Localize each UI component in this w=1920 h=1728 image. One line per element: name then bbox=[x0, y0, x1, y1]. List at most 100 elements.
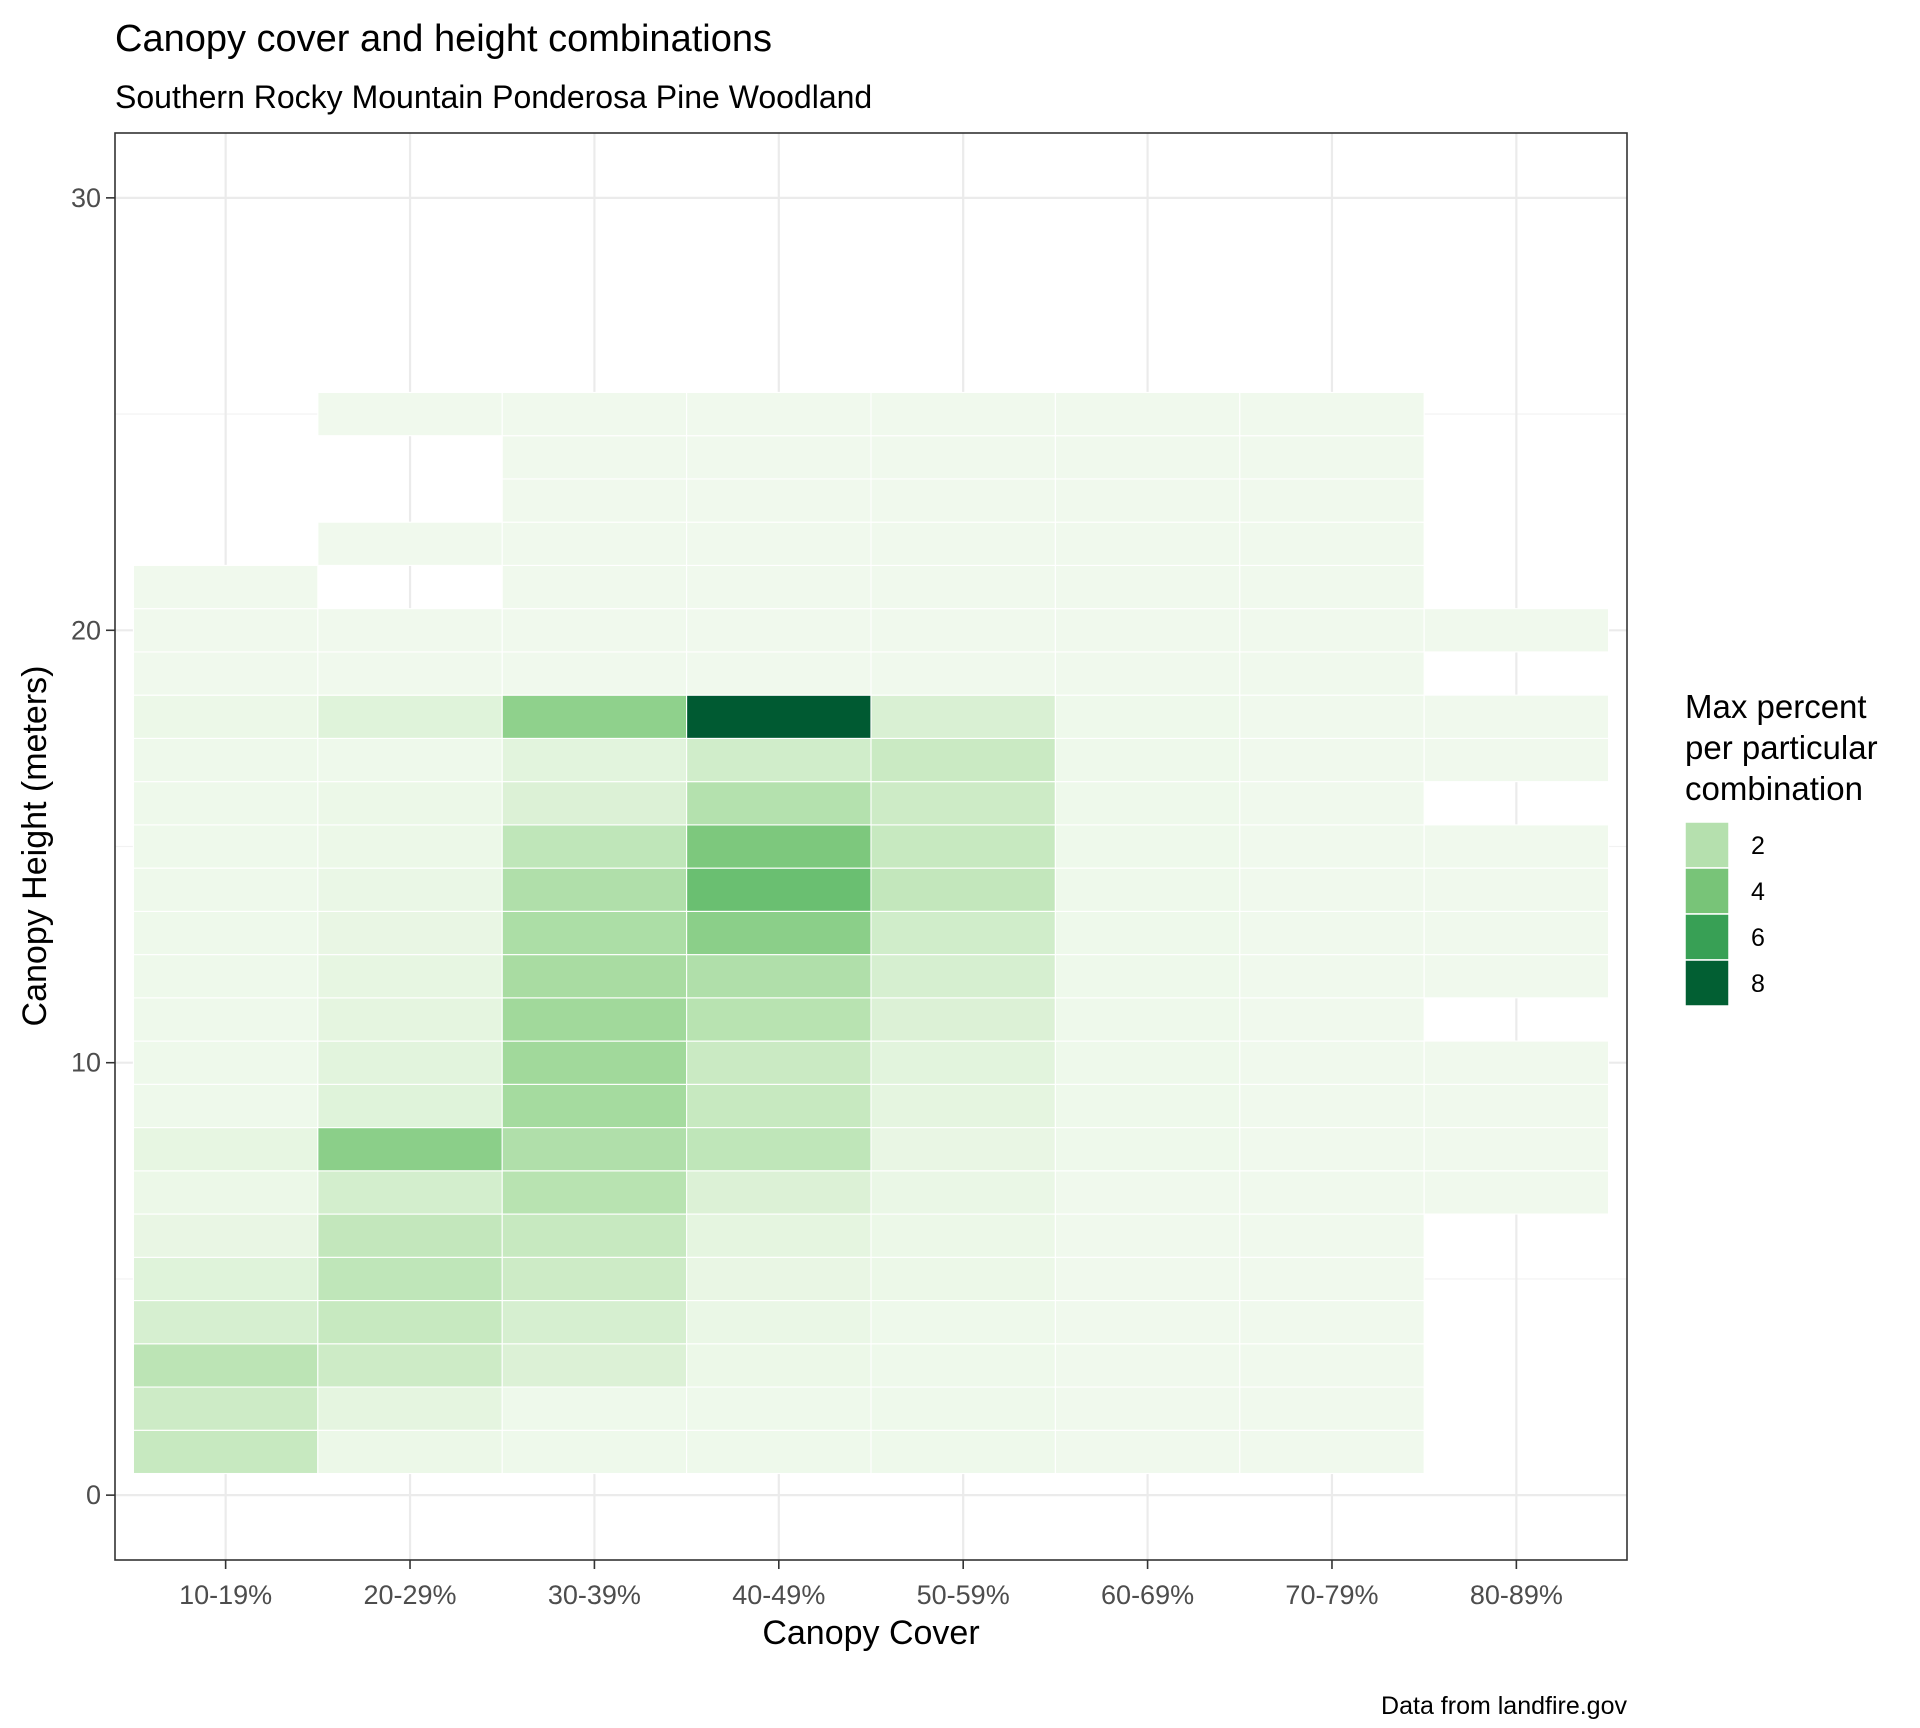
heatmap-tile bbox=[870, 1299, 1056, 1345]
y-axis-title: Canopy Height (meters) bbox=[16, 666, 54, 1027]
heatmap-tile bbox=[1054, 1299, 1241, 1345]
heatmap-tile bbox=[686, 997, 872, 1042]
heatmap-tile bbox=[1054, 781, 1241, 826]
heatmap-tile bbox=[870, 954, 1056, 999]
heatmap-tile bbox=[1423, 1083, 1610, 1129]
legend: Max percent per particular combination 2… bbox=[1684, 688, 1878, 1007]
heatmap-tile bbox=[317, 1083, 503, 1129]
heatmap-tile bbox=[1054, 435, 1241, 480]
heatmap-tile bbox=[686, 1213, 872, 1258]
heatmap-tile bbox=[870, 737, 1056, 783]
heatmap-tile bbox=[501, 1170, 688, 1215]
heatmap-tile bbox=[132, 1213, 319, 1258]
x-tick-label: 10-19% bbox=[179, 1580, 272, 1610]
heatmap-tile bbox=[1239, 781, 1425, 826]
heatmap-tile bbox=[132, 1299, 319, 1345]
heatmap-tile bbox=[501, 910, 688, 956]
heatmap-tile bbox=[317, 1040, 503, 1085]
heatmap-tile bbox=[501, 521, 688, 566]
x-tick-label: 60-69% bbox=[1101, 1580, 1194, 1610]
heatmap-tile bbox=[1423, 867, 1610, 912]
heatmap-tile bbox=[1054, 910, 1241, 956]
heatmap-tile bbox=[686, 1083, 872, 1129]
heatmap-tile bbox=[1054, 478, 1241, 523]
heatmap-tile bbox=[1239, 435, 1425, 480]
heatmap-tile bbox=[686, 1170, 872, 1215]
heatmap-tile bbox=[870, 1256, 1056, 1302]
heatmap-tile bbox=[686, 781, 872, 826]
heatmap-tile bbox=[1239, 564, 1425, 610]
heatmap-tile bbox=[1239, 1256, 1425, 1302]
x-axis-title: Canopy Cover bbox=[762, 1614, 979, 1652]
heatmap-tile bbox=[686, 391, 872, 437]
x-tick-label: 40-49% bbox=[732, 1580, 825, 1610]
heatmap-tile bbox=[686, 1386, 872, 1431]
heatmap-tile bbox=[1423, 824, 1610, 869]
heatmap-tile bbox=[1423, 737, 1610, 783]
heatmap-tile bbox=[317, 781, 503, 826]
heatmap-tile bbox=[1239, 1170, 1425, 1215]
heatmap-tile bbox=[317, 1170, 503, 1215]
heatmap-tile bbox=[132, 781, 319, 826]
legend-label: 8 bbox=[1751, 970, 1765, 998]
x-tick-label: 50-59% bbox=[917, 1580, 1010, 1610]
heatmap-tile bbox=[1054, 1170, 1241, 1215]
heatmap-tile bbox=[870, 867, 1056, 912]
legend-key bbox=[1684, 959, 1730, 1007]
heatmap-tile bbox=[132, 954, 319, 999]
heatmap-tile bbox=[1239, 694, 1425, 739]
heatmap-tile bbox=[132, 608, 319, 653]
heatmap-tile bbox=[501, 1127, 688, 1172]
heatmap-tile bbox=[1239, 910, 1425, 956]
heatmap-tile bbox=[1239, 608, 1425, 653]
heatmap-tile bbox=[501, 694, 688, 739]
heatmap-tile bbox=[1054, 1386, 1241, 1431]
heatmap-tile bbox=[1239, 1429, 1425, 1475]
heatmap-tile bbox=[501, 954, 688, 999]
heatmap-tile bbox=[1054, 391, 1241, 437]
heatmap-tile bbox=[870, 651, 1056, 696]
heatmap-tile bbox=[501, 1429, 688, 1475]
heatmap-tile bbox=[1239, 954, 1425, 999]
heatmap-tile bbox=[686, 1040, 872, 1085]
heatmap-tile bbox=[1239, 651, 1425, 696]
heatmap-tile bbox=[1054, 1429, 1241, 1475]
heatmap-tile bbox=[686, 910, 872, 956]
legend-title-line-2: per particular bbox=[1685, 729, 1878, 766]
heatmap-tile bbox=[686, 478, 872, 523]
heatmap-tile bbox=[1054, 867, 1241, 912]
legend-label: 2 bbox=[1751, 832, 1765, 860]
heatmap-tile bbox=[1054, 824, 1241, 869]
heatmap-tile bbox=[501, 564, 688, 610]
heatmap-tile bbox=[686, 867, 872, 912]
heatmap-tile bbox=[501, 1343, 688, 1388]
heatmap-tile bbox=[1054, 521, 1241, 566]
heatmap-tile bbox=[1239, 1299, 1425, 1345]
plot-panel bbox=[114, 132, 1628, 1561]
chart-title: Canopy cover and height combinations bbox=[115, 18, 772, 60]
x-axis: 10-19% 20-29% 30-39% 40-49% 50-59% 60-69% 70-7… bbox=[179, 1560, 1563, 1610]
heatmap-tile bbox=[132, 737, 319, 783]
heatmap-tile bbox=[1239, 1127, 1425, 1172]
heatmap-tile bbox=[132, 867, 319, 912]
heatmap-tile bbox=[870, 910, 1056, 956]
legend-key bbox=[1684, 867, 1730, 915]
heatmap-tile bbox=[1054, 1343, 1241, 1388]
heatmap-tile bbox=[870, 1127, 1056, 1172]
heatmap-tile bbox=[132, 1343, 319, 1388]
heatmap-tile bbox=[1423, 694, 1610, 739]
heatmap-tile bbox=[501, 781, 688, 826]
heatmap-tile bbox=[501, 1386, 688, 1431]
heatmap-tile bbox=[501, 1213, 688, 1258]
heatmap-tile bbox=[686, 1299, 872, 1345]
heatmap-tile bbox=[501, 651, 688, 696]
plot-border bbox=[114, 132, 1628, 1561]
legend-key bbox=[1684, 913, 1730, 961]
heatmap-tile bbox=[870, 1386, 1056, 1431]
chart-subtitle: Southern Rocky Mountain Ponderosa Pine W… bbox=[115, 79, 872, 115]
heatmap-tile bbox=[317, 867, 503, 912]
x-tick-label: 80-89% bbox=[1470, 1580, 1563, 1610]
heatmap-tile bbox=[1239, 521, 1425, 566]
heatmap-tile bbox=[870, 997, 1056, 1042]
